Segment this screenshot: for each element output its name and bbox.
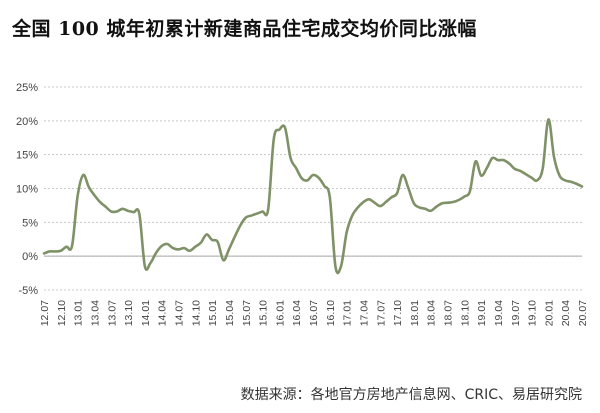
x-tick-label: 15.01	[207, 300, 219, 326]
x-tick-label: 14.04	[157, 300, 169, 326]
x-tick-label: 16.07	[308, 300, 320, 326]
x-tick-label: 20.07	[577, 300, 589, 326]
x-tick-label: 13.04	[89, 300, 101, 326]
y-tick-label: 5%	[22, 217, 38, 229]
x-tick-label: 13.07	[106, 300, 118, 326]
x-tick-label: 14.07	[174, 300, 186, 326]
x-tick-label: 16.04	[291, 300, 303, 326]
x-tick-label: 16.10	[325, 300, 337, 326]
x-tick-label: 18.10	[459, 300, 471, 326]
y-tick-label: 0%	[22, 251, 38, 263]
x-tick-label: 15.10	[258, 300, 270, 326]
x-tick-label: 12.07	[39, 300, 51, 326]
x-tick-label: 18.01	[409, 300, 421, 326]
x-tick-label: 19.10	[527, 300, 539, 326]
y-tick-label: 25%	[16, 82, 38, 94]
x-tick-label: 19.07	[510, 300, 522, 326]
x-tick-label: 18.07	[443, 300, 455, 326]
x-tick-label: 15.07	[241, 300, 253, 326]
x-tick-label: 13.01	[73, 300, 85, 326]
data-source-note: 数据来源：各地官方房地产信息网、CRIC、易居研究院	[240, 387, 582, 403]
y-tick-label: 20%	[16, 116, 38, 128]
chart-title: 全国 100 城年初累计新建商品住宅成交均价同比涨幅	[12, 18, 477, 40]
y-tick-label: -5%	[18, 285, 38, 297]
x-tick-label: 14.01	[140, 300, 152, 326]
x-tick-label: 20.04	[560, 300, 572, 326]
x-tick-label: 16.01	[274, 300, 286, 326]
series-line	[42, 118, 584, 275]
x-tick-label: 19.01	[476, 300, 488, 326]
x-tick-label: 17.10	[392, 300, 404, 326]
x-tick-label: 18.04	[426, 300, 438, 326]
x-tick-label: 12.10	[56, 300, 68, 326]
x-tick-label: 17.01	[342, 300, 354, 326]
y-tick-label: 15%	[16, 150, 38, 162]
x-tick-label: 19.04	[493, 300, 505, 326]
x-tick-label: 14.10	[190, 300, 202, 326]
x-tick-label: 20.01	[543, 300, 555, 326]
x-tick-label: 17.07	[375, 300, 387, 326]
y-tick-label: 10%	[16, 184, 38, 196]
x-tick-label: 17.04	[358, 300, 370, 326]
x-tick-label: 15.04	[224, 300, 236, 326]
x-tick-label: 13.10	[123, 300, 135, 326]
